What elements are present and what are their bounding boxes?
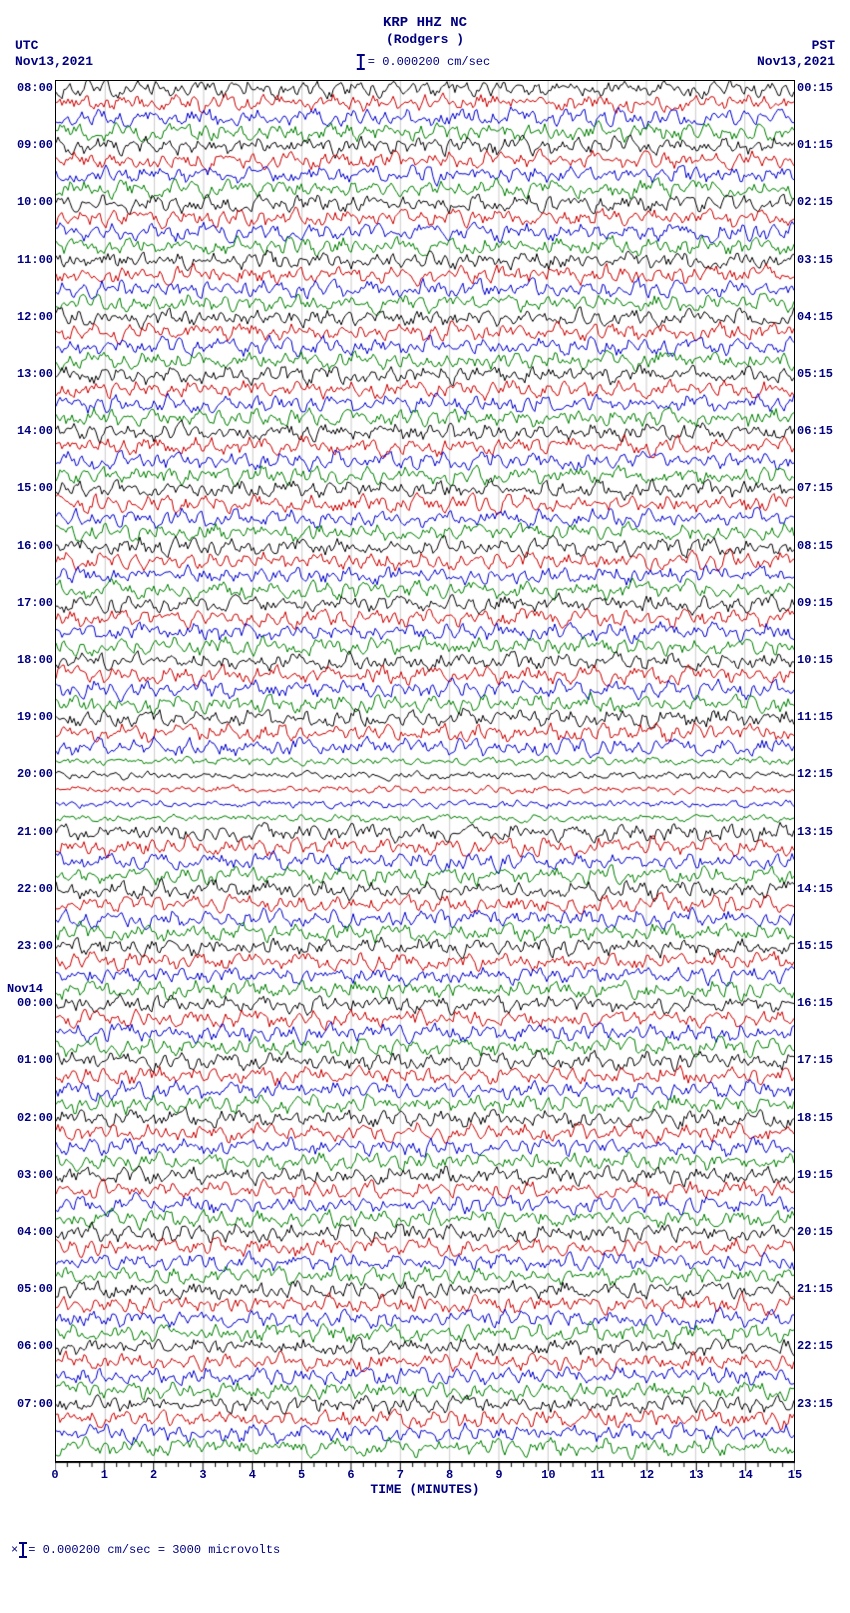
left-hour-label: 12:00 bbox=[7, 311, 53, 323]
x-tick-label: 12 bbox=[640, 1468, 654, 1482]
right-hour-label: 23:15 bbox=[797, 1398, 843, 1410]
x-tick-label: 14 bbox=[738, 1468, 752, 1482]
left-date-marker: Nov14 bbox=[7, 983, 43, 995]
left-hour-label: 02:00 bbox=[7, 1112, 53, 1124]
right-hour-label: 04:15 bbox=[797, 311, 843, 323]
left-hour-label: 22:00 bbox=[7, 883, 53, 895]
x-tick-label: 13 bbox=[689, 1468, 703, 1482]
right-hour-label: 16:15 bbox=[797, 997, 843, 1009]
seismogram-canvas bbox=[56, 81, 794, 1461]
right-hour-label: 08:15 bbox=[797, 540, 843, 552]
scale-bar-icon bbox=[360, 54, 362, 70]
left-hour-label: 10:00 bbox=[7, 196, 53, 208]
left-timezone-label: UTC bbox=[15, 38, 38, 53]
left-hour-label: 00:00 bbox=[7, 997, 53, 1009]
left-hour-label: 01:00 bbox=[7, 1054, 53, 1066]
left-hour-label: 20:00 bbox=[7, 768, 53, 780]
right-hour-label: 00:15 bbox=[797, 82, 843, 94]
left-hour-label: 03:00 bbox=[7, 1169, 53, 1181]
scale-indicator: = 0.000200 cm/sec bbox=[360, 54, 490, 70]
left-hour-label: 13:00 bbox=[7, 368, 53, 380]
right-hour-label: 13:15 bbox=[797, 826, 843, 838]
footer-scale-text: = 0.000200 cm/sec = 3000 microvolts bbox=[28, 1543, 280, 1557]
right-hour-label: 11:15 bbox=[797, 711, 843, 723]
left-hour-label: 17:00 bbox=[7, 597, 53, 609]
header: KRP HHZ NC (Rodgers ) UTC Nov13,2021 PST… bbox=[5, 10, 845, 80]
plot-frame bbox=[55, 80, 795, 1462]
x-axis: 0123456789101112131415 TIME (MINUTES) bbox=[55, 1462, 795, 1502]
right-hour-label: 18:15 bbox=[797, 1112, 843, 1124]
x-tick-label: 5 bbox=[298, 1468, 305, 1482]
left-hour-label: 21:00 bbox=[7, 826, 53, 838]
left-hour-label: 05:00 bbox=[7, 1283, 53, 1295]
right-hour-label: 02:15 bbox=[797, 196, 843, 208]
right-hour-label: 22:15 bbox=[797, 1340, 843, 1352]
left-hour-label: 09:00 bbox=[7, 139, 53, 151]
right-hour-label: 07:15 bbox=[797, 482, 843, 494]
left-date-label: Nov13,2021 bbox=[15, 54, 93, 69]
x-tick-label: 1 bbox=[101, 1468, 108, 1482]
x-tick-label: 8 bbox=[446, 1468, 453, 1482]
x-tick-label: 15 bbox=[788, 1468, 802, 1482]
left-hour-label: 07:00 bbox=[7, 1398, 53, 1410]
right-timezone-label: PST bbox=[812, 38, 835, 53]
left-hour-label: 23:00 bbox=[7, 940, 53, 952]
station-title: KRP HHZ NC bbox=[383, 15, 467, 31]
plot-area: 08:0009:0010:0011:0012:0013:0014:0015:00… bbox=[55, 80, 795, 1462]
left-hour-label: 16:00 bbox=[7, 540, 53, 552]
x-tick-label: 7 bbox=[397, 1468, 404, 1482]
x-axis-canvas bbox=[55, 1462, 795, 1482]
x-tick-label: 6 bbox=[347, 1468, 354, 1482]
x-tick-label: 11 bbox=[590, 1468, 604, 1482]
x-tick-label: 2 bbox=[150, 1468, 157, 1482]
right-hour-label: 19:15 bbox=[797, 1169, 843, 1181]
right-date-label: Nov13,2021 bbox=[757, 54, 835, 69]
right-hour-label: 17:15 bbox=[797, 1054, 843, 1066]
left-hour-label: 14:00 bbox=[7, 425, 53, 437]
right-hour-label: 09:15 bbox=[797, 597, 843, 609]
right-hour-label: 14:15 bbox=[797, 883, 843, 895]
right-hour-label: 21:15 bbox=[797, 1283, 843, 1295]
right-hour-label: 05:15 bbox=[797, 368, 843, 380]
left-hour-label: 19:00 bbox=[7, 711, 53, 723]
right-hour-label: 15:15 bbox=[797, 940, 843, 952]
right-hour-label: 10:15 bbox=[797, 654, 843, 666]
x-tick-label: 10 bbox=[541, 1468, 555, 1482]
left-hour-label: 18:00 bbox=[7, 654, 53, 666]
right-hour-label: 06:15 bbox=[797, 425, 843, 437]
x-axis-title: TIME (MINUTES) bbox=[370, 1482, 479, 1497]
right-hour-label: 03:15 bbox=[797, 254, 843, 266]
left-hour-label: 08:00 bbox=[7, 82, 53, 94]
x-tick-label: 3 bbox=[199, 1468, 206, 1482]
left-hour-label: 11:00 bbox=[7, 254, 53, 266]
station-subtitle: (Rodgers ) bbox=[386, 32, 464, 47]
scale-bar-icon bbox=[22, 1542, 24, 1558]
scale-text: = 0.000200 cm/sec bbox=[368, 55, 490, 69]
left-hour-label: 15:00 bbox=[7, 482, 53, 494]
left-hour-label: 04:00 bbox=[7, 1226, 53, 1238]
left-hour-label: 06:00 bbox=[7, 1340, 53, 1352]
right-hour-label: 12:15 bbox=[797, 768, 843, 780]
footer-prefix: × bbox=[11, 1543, 18, 1557]
x-tick-label: 9 bbox=[495, 1468, 502, 1482]
footer-scale: × = 0.000200 cm/sec = 3000 microvolts bbox=[5, 1542, 845, 1558]
x-tick-label: 0 bbox=[51, 1468, 58, 1482]
right-hour-label: 20:15 bbox=[797, 1226, 843, 1238]
right-hour-label: 01:15 bbox=[797, 139, 843, 151]
x-tick-label: 4 bbox=[249, 1468, 256, 1482]
